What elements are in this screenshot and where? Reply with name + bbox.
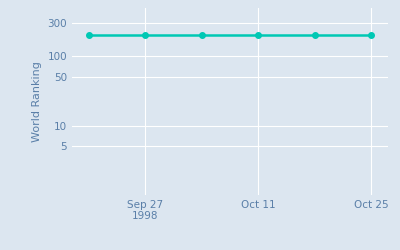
Y-axis label: World Ranking: World Ranking [32,61,42,142]
